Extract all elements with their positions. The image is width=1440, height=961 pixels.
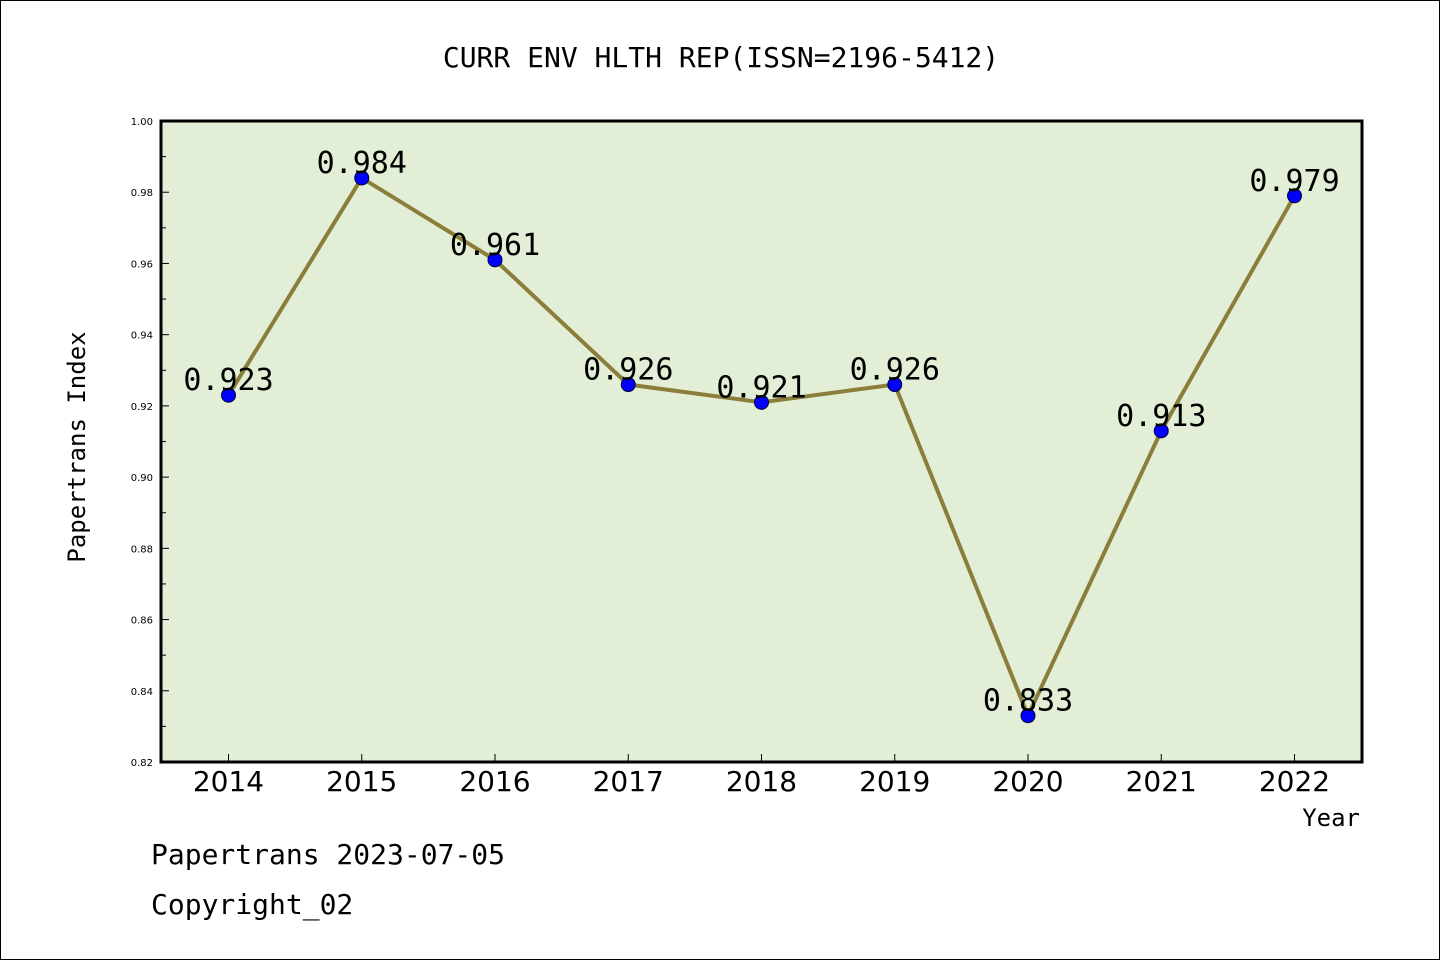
data-point: [620, 377, 636, 393]
y-tick-label: 0.90: [131, 473, 153, 484]
y-tick-label: 0.96: [131, 259, 153, 270]
data-labels-group: 0.923 0.984 0.961 0.926 0.921 0.926 0.833 0.913…: [183, 146, 1339, 719]
x-tick-label: 2014: [193, 765, 264, 798]
y-tick-label: 0.88: [131, 544, 153, 555]
footer-date: Papertrans 2023-07-05: [151, 838, 505, 871]
data-point: [754, 394, 769, 410]
data-point: [354, 170, 370, 186]
y-tick-label: 0.84: [131, 687, 153, 698]
x-tick-label: 2016: [459, 765, 530, 798]
data-label: 0.979: [1249, 164, 1339, 199]
x-axis-ticks: 2014 2015 2016 2017 2018 2019 2020 2021 2022: [193, 754, 1330, 798]
data-point: [1287, 188, 1302, 204]
x-axis-label: Year: [1302, 804, 1360, 832]
data-point: [221, 387, 236, 403]
x-tick-label: 2021: [1126, 765, 1197, 798]
data-label: 0.833: [983, 684, 1073, 719]
y-axis-label: Papertrans Index: [63, 331, 91, 562]
data-point: [1153, 423, 1169, 439]
footer-copyright: Copyright_02: [151, 888, 353, 922]
plot-area: [159, 119, 1364, 764]
y-tick-label: 0.98: [131, 188, 153, 199]
data-label: 0.926: [583, 353, 673, 388]
x-tick-label: 2017: [593, 765, 664, 798]
data-point: [887, 377, 903, 393]
series-group: [221, 170, 1302, 724]
data-point: [1020, 708, 1036, 724]
x-tick-label: 2020: [992, 765, 1063, 798]
x-tick-label: 2019: [859, 765, 930, 798]
y-axis-ticks: 0.82 0.84 0.86 0.88 0.90 0.92 0.94 0.96 0.98 1.00: [131, 117, 169, 769]
y-tick-label: 1.00: [131, 117, 153, 128]
data-label: 0.913: [1116, 399, 1206, 434]
data-point: [487, 252, 503, 268]
y-tick-label: 0.82: [131, 758, 153, 769]
y-tick-label: 0.86: [131, 616, 153, 627]
x-tick-label: 2018: [726, 765, 797, 798]
data-label: 0.921: [716, 370, 806, 405]
y-tick-label: 0.92: [131, 402, 153, 413]
x-tick-label: 2022: [1259, 765, 1330, 798]
x-tick-label: 2015: [326, 765, 397, 798]
chart-title: CURR ENV HLTH REP(ISSN=2196-5412): [443, 41, 999, 74]
data-label: 0.926: [850, 353, 940, 388]
data-label: 0.923: [183, 363, 273, 398]
y-tick-label: 0.94: [131, 331, 153, 342]
data-label: 0.984: [317, 146, 407, 181]
data-label: 0.961: [450, 228, 540, 263]
